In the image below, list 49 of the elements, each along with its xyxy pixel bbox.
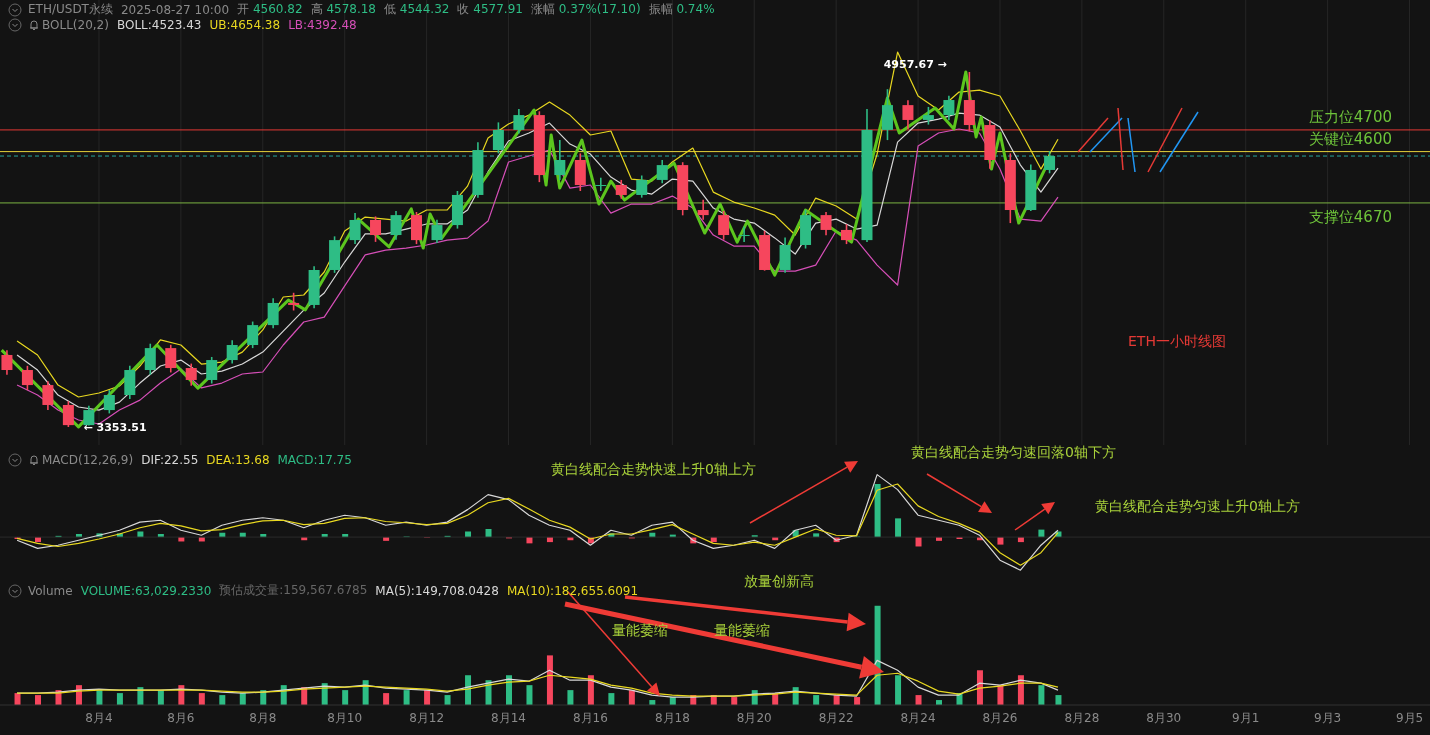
annotation: ← 3353.51 [83, 420, 147, 434]
legend-title: BOLL(20,2) [42, 18, 109, 32]
x-tick-label: 8月22 [818, 710, 854, 725]
text: UB:4654.38 [209, 18, 281, 32]
text: 低 4544.32 [384, 2, 450, 16]
text: MACD:17.75 [277, 453, 352, 467]
text: 预估成交量:159,567.6785 [219, 582, 368, 599]
text: 高 4578.18 [310, 2, 376, 16]
x-tick-label: 8月28 [1064, 710, 1100, 725]
text: 收 4577.91 [457, 2, 523, 16]
x-tick-label: 8月12 [409, 710, 445, 725]
x-tick-label: 8月18 [654, 710, 690, 725]
ref-line-label: 压力位4700 [1308, 107, 1392, 126]
text: DEA:13.68 [206, 453, 270, 467]
x-tick-label: 8月20 [736, 710, 772, 725]
x-tick-label: 8月4 [85, 710, 113, 725]
x-tick-label: 8月10 [327, 710, 363, 725]
x-tick-label: 8月24 [900, 710, 936, 725]
chart-title: ETH/USDT永续 [28, 1, 113, 18]
text: MA(10):182,655.6091 [506, 583, 639, 598]
x-tick-label: 8月14 [491, 710, 526, 725]
legend-title: Volume [28, 583, 73, 598]
annotation: 黄白线配合走势匀速上升0轴上方 [1095, 498, 1300, 516]
text: LB:4392.48 [288, 18, 357, 32]
legend-title: MACD(12,26,9) [42, 453, 134, 467]
text: 涨幅 0.37%(17.10) [530, 2, 641, 16]
annotation: 量能萎缩 [714, 622, 770, 640]
x-tick-label: 9月5 [1395, 710, 1424, 725]
x-tick-label: 8月26 [982, 710, 1018, 725]
text: 放量创新高 [744, 573, 814, 591]
text: BOLL:4523.43 [116, 18, 202, 32]
x-tick-label: 8月6 [167, 710, 195, 725]
x-tick-label: 8月30 [1146, 710, 1182, 725]
annotation: 量能萎缩 [612, 622, 668, 640]
x-tick-label: 8月8 [249, 710, 277, 725]
x-tick-label: 9月3 [1313, 710, 1342, 725]
annotation: 黄白线配合走势快速上升0轴上方 [551, 461, 756, 479]
ref-line-label: 支撑位4670 [1308, 207, 1392, 226]
text: DIF:22.55 [141, 453, 199, 467]
x-tick-label: 8月16 [572, 710, 608, 725]
x-tick-label: 9月1 [1232, 710, 1260, 725]
text: 开 4560.82 [237, 2, 303, 16]
chart-subtitle: 2025-08-27 10:00 [120, 2, 230, 17]
text: MA(5):149,708.0428 [375, 583, 499, 598]
text: 黄白线配合走势匀速回落0轴下方 [911, 444, 1116, 462]
text: 振幅 0.74% [648, 2, 715, 16]
text: VOLUME:63,029.2330 [80, 583, 212, 598]
ref-line-label: 关键位4600 [1308, 129, 1392, 148]
annotation: ETH一小时线图 [1128, 333, 1226, 351]
